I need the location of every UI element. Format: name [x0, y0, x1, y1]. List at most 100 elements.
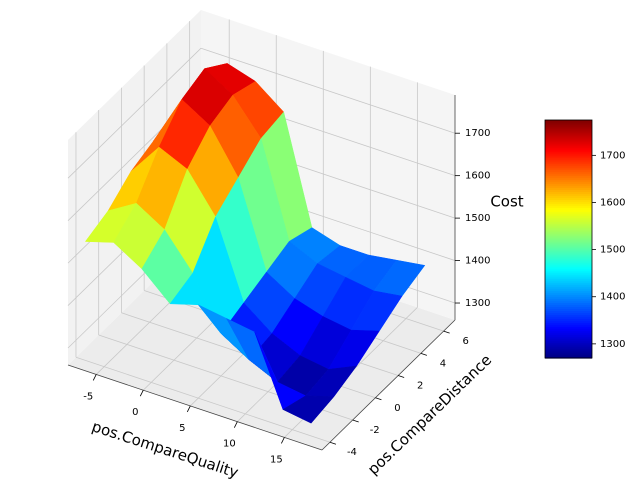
- colorbar-strip: [545, 310, 592, 313]
- colorbar-strip: [545, 356, 592, 359]
- colorbar-strip: [545, 173, 592, 177]
- colorbar-strip: [545, 207, 592, 210]
- colorbar-strip: [545, 235, 592, 238]
- colorbar-strip: [545, 151, 592, 155]
- colorbar-strip: [545, 153, 592, 157]
- colorbar-strip: [545, 338, 592, 341]
- colorbar-strip: [545, 308, 592, 311]
- z-tick-label: 1600: [465, 171, 490, 182]
- colorbar-strip: [545, 298, 592, 302]
- colorbar-strip: [545, 121, 592, 125]
- colorbar-strip: [545, 143, 592, 147]
- y-tick-label: -4: [347, 447, 357, 458]
- colorbar-strip: [545, 294, 592, 298]
- colorbar-strip: [545, 276, 592, 280]
- y-tick-label: -2: [370, 425, 380, 436]
- colorbar-tick-label: 1300: [600, 339, 625, 350]
- colorbar-strip: [545, 316, 592, 319]
- colorbar-strip: [545, 312, 592, 315]
- colorbar-strip: [545, 314, 592, 317]
- y-tick-label: 2: [417, 381, 423, 392]
- colorbar-strip: [545, 322, 592, 325]
- colorbar-strip: [545, 286, 592, 290]
- colorbar-strip: [545, 237, 592, 240]
- colorbar-strip: [545, 344, 592, 347]
- x-axis-label: pos.CompareQuality: [90, 417, 241, 480]
- colorbar-strip: [545, 354, 592, 357]
- x-tick-label: 10: [223, 439, 236, 450]
- colorbar-strip: [545, 147, 592, 151]
- colorbar-strip: [545, 288, 592, 292]
- colorbar-strip: [545, 163, 592, 167]
- colorbar-strip: [545, 189, 592, 192]
- colorbar-strip: [545, 254, 592, 258]
- colorbar-strip: [545, 159, 592, 163]
- colorbar-strip: [545, 300, 592, 304]
- colorbar-strip: [545, 246, 592, 250]
- colorbar-frame: [544, 119, 593, 359]
- y-tick: [375, 397, 382, 401]
- surface-face: [282, 395, 335, 424]
- colorbar-strip: [545, 197, 592, 200]
- colorbar-strip: [545, 268, 592, 272]
- colorbar-strip: [545, 346, 592, 349]
- colorbar-strip: [545, 135, 592, 139]
- colorbar-strip: [545, 256, 592, 260]
- grid-line: [67, 47, 202, 179]
- colorbar-strip: [545, 296, 592, 300]
- colorbar-strip: [545, 127, 592, 131]
- colorbar-strip: [545, 177, 592, 181]
- colorbar-strip: [545, 195, 592, 198]
- colorbar-strip: [545, 175, 592, 179]
- x-tick-label: -5: [83, 391, 93, 402]
- y-tick: [352, 419, 359, 423]
- z-tick-label: 1700: [465, 128, 490, 139]
- colorbar-strip: [545, 149, 592, 153]
- colorbar-strip: [545, 332, 592, 335]
- x-tick: [92, 374, 97, 381]
- colorbar-strip: [545, 187, 592, 191]
- colorbar-strip: [545, 278, 592, 282]
- colorbar-strip: [545, 290, 592, 294]
- colorbar-strip: [545, 223, 592, 226]
- colorbar-strip: [545, 292, 592, 296]
- y-tick: [420, 352, 428, 356]
- colorbar: 1300 1400 1500 1600 1700: [544, 119, 625, 359]
- colorbar-strip: [545, 129, 592, 133]
- colorbar-strip: [545, 171, 592, 175]
- x-tick-label: 15: [270, 454, 283, 465]
- colorbar-strip: [545, 221, 592, 224]
- colorbar-strip: [545, 330, 592, 333]
- colorbar-strip: [545, 282, 592, 286]
- colorbar-strip: [545, 326, 592, 329]
- colorbar-strip: [545, 302, 592, 306]
- colorbar-strip: [545, 120, 592, 123]
- colorbar-strip: [545, 213, 592, 216]
- z-tick-label: 1400: [465, 256, 490, 267]
- y-tick: [443, 330, 450, 334]
- axis-line: [321, 319, 456, 451]
- y-tick: [398, 375, 405, 378]
- colorbar-tick-label: 1600: [600, 197, 625, 208]
- colorbar-strip: [545, 231, 592, 234]
- colorbar-tick-label: 1400: [600, 292, 625, 303]
- x-tick: [139, 390, 144, 397]
- y-tick-label: 6: [462, 336, 468, 347]
- colorbar-strip: [545, 350, 592, 353]
- axis-line: [67, 364, 323, 451]
- z-axis-label: Cost: [490, 193, 523, 211]
- colorbar-strip: [545, 250, 592, 254]
- y-tick-label: 4: [440, 358, 446, 369]
- colorbar-strip: [545, 157, 592, 161]
- colorbar-strip: [545, 167, 592, 171]
- colorbar-strip: [545, 320, 592, 323]
- colorbar-strip: [545, 264, 592, 268]
- colorbar-strip: [545, 227, 592, 230]
- colorbar-strip: [545, 205, 592, 208]
- colorbar-strip: [545, 348, 592, 351]
- colorbar-strip: [545, 145, 592, 149]
- colorbar-strip: [545, 239, 592, 242]
- colorbar-strip: [545, 139, 592, 143]
- colorbar-strip: [545, 274, 592, 278]
